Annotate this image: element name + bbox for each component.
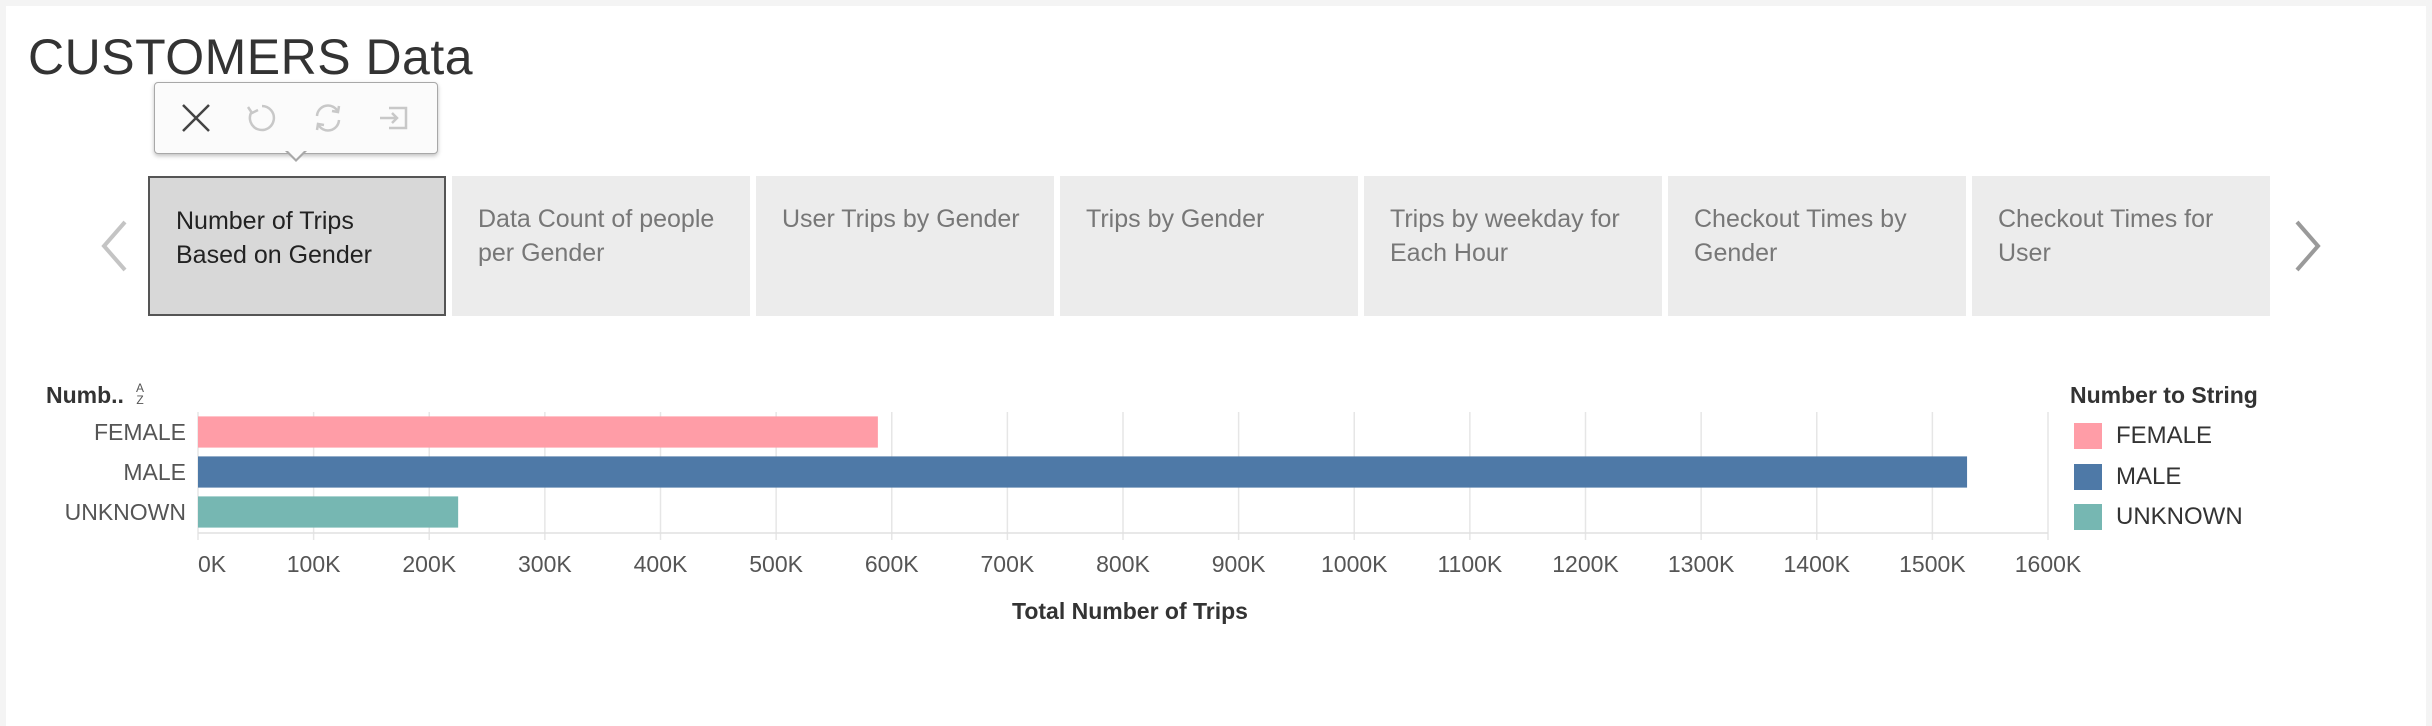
x-tick-label: 900K xyxy=(1212,551,1266,577)
exit-icon xyxy=(380,106,408,130)
bar-female[interactable] xyxy=(198,416,878,448)
story-toolbar xyxy=(154,82,438,154)
x-tick-label: 1000K xyxy=(1321,551,1388,577)
x-tick-label: 300K xyxy=(518,551,572,577)
bar-unknown[interactable] xyxy=(198,496,459,528)
legend-item-female[interactable]: FEMALE xyxy=(2074,420,2212,452)
story-tab-checkout-user[interactable]: Checkout Times for User xyxy=(1972,176,2270,316)
category-label-female: FEMALE xyxy=(94,419,186,445)
next-story-button[interactable] xyxy=(2286,216,2330,276)
legend-title: Number to String xyxy=(2070,382,2258,408)
story-tab-trips-by-gender[interactable]: Trips by Gender xyxy=(1060,176,1358,316)
x-tick-label: 0K xyxy=(198,551,227,577)
x-tick-label: 400K xyxy=(634,551,688,577)
x-tick-label: 1300K xyxy=(1668,551,1735,577)
x-tick-label: 1600K xyxy=(2015,551,2082,577)
category-label-male: MALE xyxy=(123,459,186,485)
toolbar-pointer-fill xyxy=(287,150,305,159)
x-tick-label: 800K xyxy=(1096,551,1150,577)
category-label-unknown: UNKNOWN xyxy=(65,499,186,525)
x-axis-label: Total Number of Trips xyxy=(1012,598,1248,624)
story-tab-user-trips[interactable]: User Trips by Gender xyxy=(756,176,1054,316)
close-button[interactable] xyxy=(175,97,217,139)
story-tab-trips-by-weekday[interactable]: Trips by weekday for Each Hour xyxy=(1364,176,1662,316)
category-labels: FEMALE MALE UNKNOWN xyxy=(65,419,186,525)
story-tab-number-of-trips[interactable]: Number of Trips Based on Gender xyxy=(148,176,446,316)
legend-label-male: MALE xyxy=(2116,463,2182,490)
revert-icon xyxy=(246,104,276,132)
x-tick-label: 1100K xyxy=(1437,551,1502,577)
x-tick-label: 500K xyxy=(749,551,803,577)
legend-swatch-male xyxy=(2074,464,2102,490)
story-tab-checkout-gender[interactable]: Checkout Times by Gender xyxy=(1668,176,1966,316)
refresh-icon xyxy=(315,104,341,132)
x-tick-label: 700K xyxy=(981,551,1035,577)
legend-swatch-female xyxy=(2074,423,2102,449)
x-tick-label: 1200K xyxy=(1552,551,1619,577)
refresh-button[interactable] xyxy=(307,97,349,139)
x-tick-label: 1400K xyxy=(1783,551,1850,577)
story-tab-data-count[interactable]: Data Count of people per Gender xyxy=(452,176,750,316)
exit-button[interactable] xyxy=(373,97,415,139)
x-tick-label: 100K xyxy=(287,551,341,577)
x-axis-ticks: 0K 100K 200K 300K 400K 500K 600K 700K 800K 900K 10… xyxy=(198,551,2082,577)
y-axis-header: Numb.. xyxy=(46,382,124,408)
x-tick-label: 1500K xyxy=(1899,551,1966,577)
x-tick-label: 200K xyxy=(402,551,456,577)
page-title: CUSTOMERS Data xyxy=(28,29,474,85)
chevron-right-icon xyxy=(2295,220,2321,272)
legend-label-female: FEMALE xyxy=(2116,422,2213,449)
bars xyxy=(198,416,1968,528)
close-icon xyxy=(182,104,210,132)
x-tick-label: 600K xyxy=(865,551,919,577)
legend-swatch-unknown xyxy=(2074,504,2102,530)
legend-item-unknown[interactable]: UNKNOWN xyxy=(2074,501,2243,533)
previous-story-button[interactable] xyxy=(92,216,136,276)
legend-item-male[interactable]: MALE xyxy=(2074,461,2181,493)
chevron-left-icon xyxy=(101,220,127,272)
revert-button[interactable] xyxy=(241,97,283,139)
legend-label-unknown: UNKNOWN xyxy=(2116,503,2243,530)
bar-male[interactable] xyxy=(198,456,1968,488)
